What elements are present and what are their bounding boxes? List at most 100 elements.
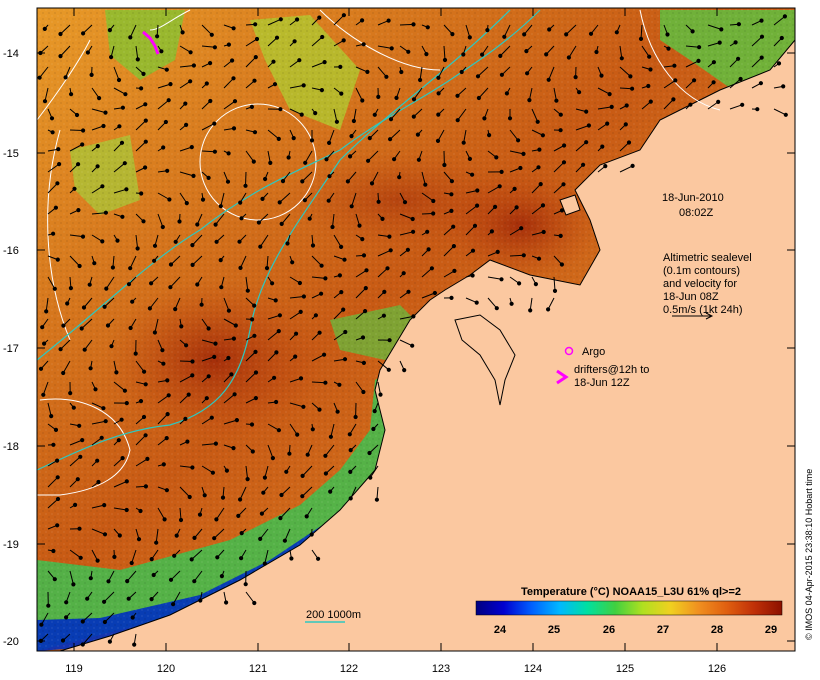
- velocity-vector: [565, 24, 577, 35]
- velocity-vector-head: [253, 396, 258, 401]
- velocity-vector-head: [289, 556, 294, 561]
- longitude-tick-label: 126: [708, 663, 726, 675]
- velocity-vector-head: [411, 22, 416, 27]
- velocity-vector-head: [55, 523, 60, 528]
- argo-marker-icon: [564, 346, 574, 356]
- velocity-vector: [376, 486, 379, 500]
- latitude-tick-label: -17: [3, 343, 19, 355]
- velocity-vector-head: [475, 74, 481, 79]
- velocity-vector-head: [600, 144, 605, 149]
- velocity-vector-head: [183, 416, 188, 421]
- velocity-vector-head: [517, 281, 522, 286]
- velocity-vector: [289, 311, 301, 320]
- velocity-vector-head: [184, 201, 189, 206]
- velocity-vector-head: [190, 465, 195, 470]
- velocity-vector-head: [259, 511, 264, 516]
- velocity-vector: [62, 360, 71, 374]
- velocity-vector: [113, 507, 127, 511]
- velocity-vector: [289, 423, 298, 435]
- velocity-vector-head: [285, 241, 290, 246]
- velocity-vector-head: [128, 266, 133, 271]
- velocity-vector-head: [136, 537, 142, 542]
- velocity-vector-head: [459, 69, 464, 75]
- velocity-vector: [351, 192, 357, 207]
- velocity-vector-head: [49, 414, 54, 419]
- velocity-vector-head: [406, 49, 411, 54]
- velocity-vector-head: [85, 596, 90, 601]
- velocity-vector-head: [292, 39, 297, 44]
- velocity-vector-head: [291, 136, 296, 141]
- datetime-line1: 18-Jun-2010: [662, 192, 724, 204]
- velocity-vector: [421, 192, 434, 202]
- velocity-vector: [355, 87, 363, 101]
- velocity-vector-head: [132, 642, 137, 647]
- velocity-vector-head: [103, 419, 108, 424]
- velocity-vector-head: [272, 82, 278, 87]
- velocity-vector: [301, 486, 313, 497]
- velocity-vector-head: [470, 273, 475, 278]
- velocity-vector-head: [122, 388, 128, 393]
- velocity-vector-head: [347, 432, 352, 437]
- velocity-vector: [129, 24, 137, 38]
- velocity-vector: [421, 267, 433, 278]
- velocity-vector-head: [209, 415, 214, 420]
- velocity-vector: [215, 213, 225, 225]
- velocity-vector: [399, 315, 414, 320]
- velocity-vector: [44, 87, 49, 102]
- colorbar-tick-label: 29: [765, 624, 777, 636]
- velocity-vector-head: [619, 56, 624, 61]
- velocity-vector-head: [562, 143, 567, 148]
- velocity-vector-head: [630, 163, 635, 168]
- velocity-vector-head: [293, 354, 298, 359]
- velocity-vector-head: [80, 234, 86, 239]
- velocity-vector-head: [135, 246, 140, 251]
- velocity-vector-head: [411, 314, 416, 319]
- velocity-vector-head: [126, 596, 131, 601]
- velocity-vector: [325, 444, 335, 457]
- altimetry-line1: Altimetric sealevel: [663, 252, 752, 264]
- velocity-vector: [201, 339, 216, 345]
- velocity-vector: [91, 212, 106, 215]
- velocity-vector-head: [648, 99, 653, 104]
- velocity-vector-head: [95, 164, 100, 169]
- velocity-vector-head: [231, 336, 236, 341]
- velocity-vector-head: [546, 307, 551, 312]
- velocity-vector-head: [261, 490, 266, 495]
- velocity-vector-head: [64, 600, 69, 605]
- velocity-vector-head: [584, 140, 589, 145]
- velocity-vector: [179, 65, 194, 68]
- velocity-vector-head: [432, 290, 437, 296]
- velocity-vector-head: [319, 263, 324, 268]
- velocity-vector-head: [341, 307, 346, 312]
- velocity-vector-head: [78, 454, 83, 459]
- velocity-vector-head: [55, 496, 61, 502]
- velocity-vector-head: [168, 577, 174, 582]
- velocity-vector-head: [234, 418, 239, 423]
- velocity-vector-head: [143, 433, 148, 438]
- velocity-vector-head: [51, 231, 56, 236]
- velocity-vector: [707, 24, 722, 30]
- velocity-vector-head: [208, 98, 213, 104]
- velocity-vector-head: [184, 122, 189, 128]
- velocity-vector: [279, 192, 291, 203]
- velocity-vector-head: [155, 34, 160, 39]
- velocity-vector-head: [117, 124, 122, 129]
- latitude-tick-label: -14: [3, 48, 19, 60]
- velocity-vector-head: [319, 88, 324, 93]
- velocity-vector-head: [372, 409, 377, 414]
- velocity-vector: [487, 297, 498, 309]
- velocity-vector-head: [154, 540, 159, 545]
- velocity-vector: [389, 129, 401, 140]
- velocity-vector-head: [386, 18, 391, 23]
- velocity-vector-head: [88, 366, 93, 371]
- velocity-vector: [509, 227, 522, 236]
- velocity-vector-head: [282, 538, 287, 543]
- velocity-vector-head: [353, 414, 358, 420]
- velocity-vector-head: [219, 574, 224, 579]
- velocity-vector-head: [189, 145, 194, 150]
- velocity-vector-head: [88, 576, 93, 581]
- velocity-vector-head: [165, 378, 170, 383]
- velocity-vector-head: [102, 599, 107, 604]
- velocity-vector-head: [302, 198, 307, 203]
- velocity-vector-head: [299, 112, 304, 117]
